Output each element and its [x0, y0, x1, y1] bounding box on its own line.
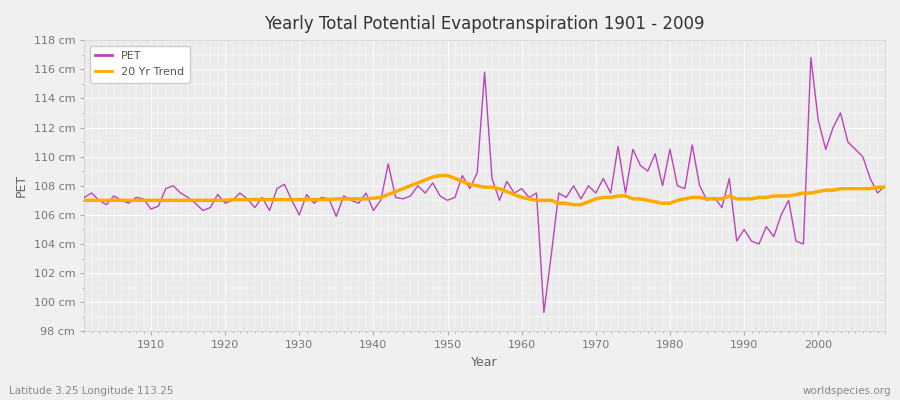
X-axis label: Year: Year [472, 356, 498, 369]
Text: worldspecies.org: worldspecies.org [803, 386, 891, 396]
Title: Yearly Total Potential Evapotranspiration 1901 - 2009: Yearly Total Potential Evapotranspiratio… [265, 15, 705, 33]
Legend: PET, 20 Yr Trend: PET, 20 Yr Trend [90, 46, 190, 82]
Text: Latitude 3.25 Longitude 113.25: Latitude 3.25 Longitude 113.25 [9, 386, 174, 396]
Y-axis label: PET: PET [15, 174, 28, 197]
